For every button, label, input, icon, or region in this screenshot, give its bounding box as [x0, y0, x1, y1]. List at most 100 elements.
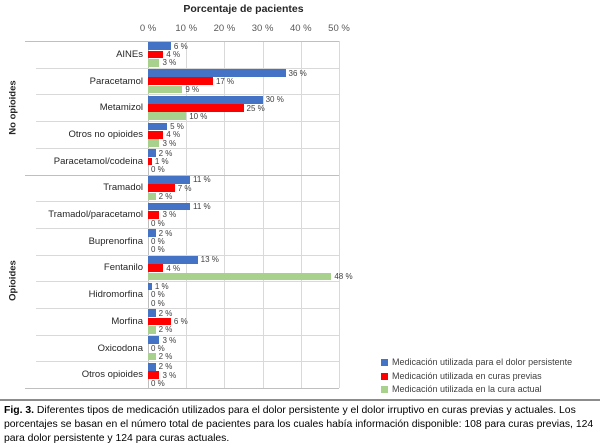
bar	[148, 85, 183, 94]
bar-value-label: 1 %	[154, 156, 169, 166]
x-tick-label: 40 %	[289, 23, 312, 34]
bar-value-label: 17 %	[215, 76, 235, 86]
category-separator-line	[36, 254, 339, 256]
bar-value-label: 11 %	[193, 202, 211, 211]
category-label: Oxicodona	[97, 342, 143, 354]
legend-swatch-icon	[381, 359, 388, 366]
bar-value-label: 3 %	[162, 335, 177, 345]
bar-value-label: 6 %	[173, 41, 188, 51]
figure-caption-text: Diferentes tipos de medicación utilizado…	[4, 405, 594, 444]
bar	[148, 272, 332, 281]
gridline	[300, 41, 302, 389]
bar-value-label: 6 %	[173, 317, 188, 327]
bar-chart: Porcentaje de pacientes 0 % 10 % 20 % 30 % 4…	[7, 3, 573, 394]
bar	[148, 317, 171, 326]
legend-swatch-icon	[381, 372, 388, 380]
bar	[148, 59, 160, 67]
bar-value-label: 2 %	[158, 352, 173, 362]
bar-value-label: 2 %	[158, 191, 173, 201]
bar-value-label: 2 %	[158, 228, 173, 238]
bar-value-label: 3 %	[162, 138, 177, 148]
bar-value-label: 3 %	[162, 58, 177, 68]
category-separator-line	[36, 281, 339, 283]
legend-label: Medicación utilizada para el dolor persi…	[392, 357, 573, 367]
bar	[148, 371, 160, 379]
bar	[148, 184, 175, 192]
bar-value-label: 9 %	[185, 85, 200, 95]
bar	[148, 282, 152, 291]
category-label: Buprenorfina	[88, 235, 143, 247]
x-tick-label: 30 %	[251, 23, 274, 34]
category-label: Paracetamol	[89, 75, 143, 87]
bar	[148, 210, 160, 219]
bar	[148, 69, 286, 77]
bar	[148, 352, 156, 361]
category-label: Otros opioides	[81, 369, 143, 381]
bar-value-label: 0 %	[151, 245, 165, 255]
caption-divider	[0, 399, 600, 401]
category-label: Fentanilo	[103, 262, 143, 274]
legend-label: Medicación utilizada en curas previas	[392, 370, 542, 381]
bar	[148, 336, 160, 344]
bar	[148, 149, 156, 157]
bar	[148, 256, 198, 264]
bar	[148, 157, 152, 166]
chart-title: Porcentaje de pacientes	[183, 3, 304, 15]
bar	[148, 50, 164, 59]
bar	[148, 202, 191, 211]
bar-value-label: 3 %	[162, 370, 177, 380]
category-separator-line	[36, 121, 339, 123]
bar-value-label: 2 %	[158, 325, 173, 335]
figure-caption: Fig. 3. Diferentes tipos de medicación u…	[4, 404, 596, 446]
bar	[148, 229, 156, 238]
gridline	[224, 41, 226, 389]
category-label: AINEs	[116, 48, 143, 60]
bar-value-label: 3 %	[162, 210, 177, 220]
x-tick-label: 10 %	[175, 23, 198, 34]
category-separator-line	[36, 227, 339, 229]
bar-value-label: 36 %	[288, 68, 307, 78]
bar	[148, 139, 160, 147]
group-label: No opioides	[7, 80, 19, 135]
category-label: Metamizol	[99, 102, 143, 114]
category-separator-line	[36, 201, 339, 203]
bar-value-label: 0 %	[151, 165, 165, 175]
bar-value-label: 0 %	[151, 298, 165, 308]
bar-value-label: 2 %	[158, 362, 173, 372]
bar-value-label: 7 %	[177, 183, 192, 193]
x-tick-label: 50 %	[328, 23, 350, 34]
bar-value-label: 0 %	[151, 343, 165, 353]
bar	[148, 192, 156, 201]
bar	[148, 77, 213, 86]
gridline	[339, 41, 340, 389]
group-separator-line	[25, 174, 339, 176]
group-separator-line	[25, 41, 339, 42]
group-label: Opioides	[7, 260, 19, 302]
group-separator-line	[25, 388, 339, 390]
category-label: Paracetamol/codeina	[53, 155, 143, 167]
category-label: Tramadol	[103, 182, 143, 194]
bar	[148, 112, 187, 121]
category-separator-line	[36, 308, 339, 309]
gridline	[262, 41, 264, 389]
x-tick-label: 20 %	[213, 23, 236, 34]
category-label: Morfina	[111, 315, 143, 327]
bar	[148, 130, 164, 139]
bar-value-label: 0 %	[151, 237, 165, 246]
bar-value-label: 30 %	[265, 95, 284, 105]
bar-value-label: 25 %	[246, 103, 265, 113]
bar	[148, 122, 168, 131]
category-separator-line	[36, 147, 339, 149]
bar	[148, 264, 164, 273]
bar-value-label: 10 %	[189, 111, 208, 121]
bar	[148, 95, 263, 104]
category-separator-line	[36, 94, 339, 96]
bar	[148, 104, 244, 112]
figure-caption-label: Fig. 3.	[4, 405, 35, 416]
legend-swatch-icon	[381, 386, 388, 393]
gridline	[186, 41, 188, 389]
bar	[148, 309, 156, 318]
bar	[148, 362, 156, 371]
bar	[148, 326, 156, 334]
bar	[148, 42, 171, 51]
